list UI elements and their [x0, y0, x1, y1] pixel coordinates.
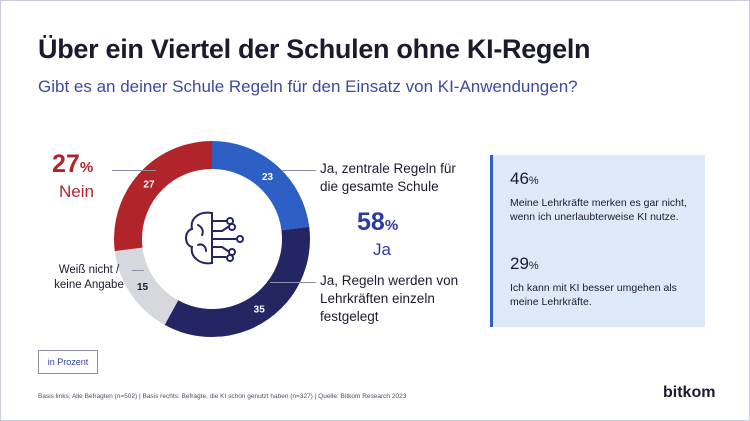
leader-line-zentral — [282, 170, 316, 171]
bitkom-logo: bitkom — [663, 384, 716, 401]
ja-label: Ja — [373, 240, 391, 259]
side-stats-panel: 46% Meine Lehrkräfte merken es gar nicht… — [490, 155, 705, 327]
leader-line-weiss — [132, 270, 144, 271]
leader-line-nein — [112, 170, 156, 171]
page-title: Über ein Viertel der Schulen ohne KI-Reg… — [38, 34, 591, 64]
ja-percentage: 58% — [357, 208, 399, 236]
page-subtitle: Gibt es an deiner Schule Regeln für den … — [38, 77, 578, 96]
stat1-text: Meine Lehrkräfte merken es gar nicht, we… — [510, 197, 687, 223]
stat2-percentage: 29% — [510, 254, 539, 273]
stat2-text: Ich kann mit KI besser umgehen als meine… — [510, 282, 677, 308]
slice-value-label: 27 — [143, 179, 155, 190]
source-footer: Basis links: Alle Befragten (n=502) | Ba… — [38, 393, 407, 400]
slice-value-label: 15 — [137, 282, 149, 293]
label-lehrkraefte-regeln: Ja, Regeln werden von Lehrkräften einzel… — [320, 273, 459, 324]
slice-nein — [114, 141, 310, 337]
nein-percentage: 27% — [52, 150, 94, 178]
ai-brain-icon — [185, 211, 244, 265]
label-zentrale-regeln: Ja, zentrale Regeln für die gesamte Schu… — [320, 161, 456, 194]
leader-line-lehrkraefte — [270, 282, 316, 283]
donut-slice-labels: 23 35 15 27 — [137, 172, 274, 315]
label-weiss-nicht: Weiß nicht / keine Angabe — [54, 264, 124, 291]
slice-value-label: 23 — [262, 172, 274, 183]
donut-chart: 23 35 15 27 — [114, 141, 310, 337]
nein-label: Nein — [59, 182, 94, 201]
slice-value-label: 35 — [254, 304, 266, 315]
donut-slices — [114, 141, 310, 337]
slice-lehrkraefte — [114, 141, 310, 337]
unit-note: in Prozent — [38, 350, 98, 374]
stat1-percentage: 46% — [510, 169, 539, 188]
